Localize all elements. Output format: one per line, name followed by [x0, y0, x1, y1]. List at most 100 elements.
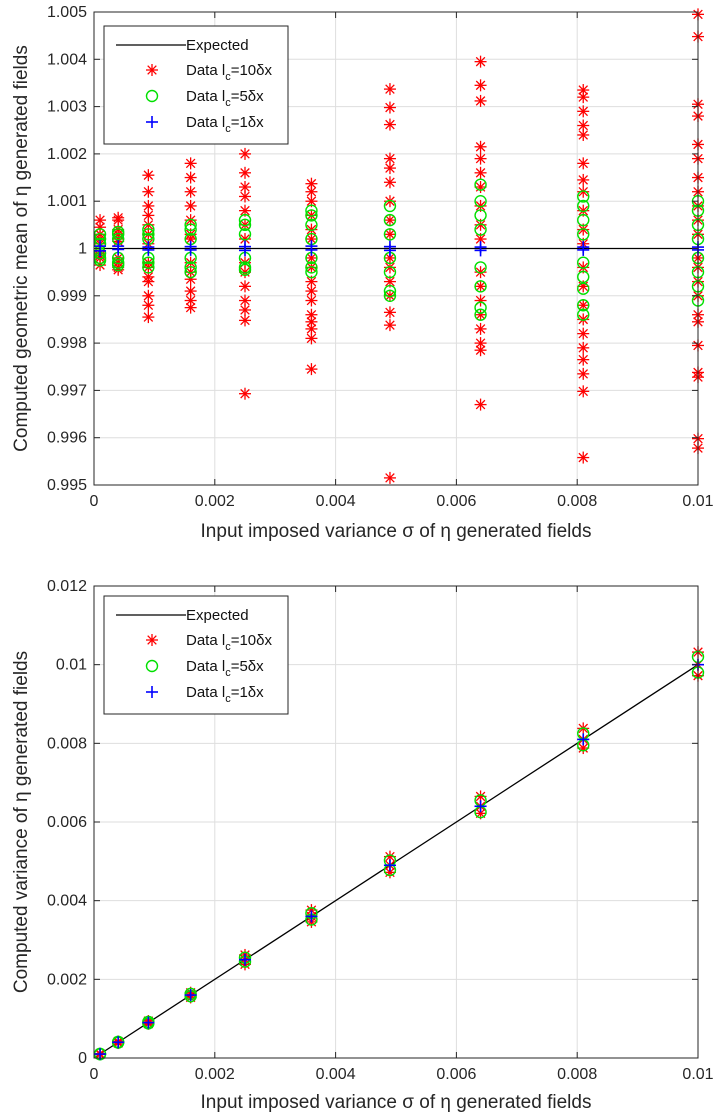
- data-point: [184, 157, 197, 170]
- data-point: [474, 301, 487, 314]
- x-tick-label: 0.008: [557, 1066, 597, 1083]
- y-tick-label: 1.001: [47, 193, 87, 210]
- data-point: [577, 185, 590, 198]
- data-point: [577, 199, 590, 213]
- legend-label-main: Data l: [186, 114, 225, 131]
- data-point: [577, 105, 590, 118]
- data-point: [142, 1016, 155, 1029]
- legend-box: [103, 25, 289, 145]
- x-tick-label: 0.008: [557, 493, 597, 510]
- legend-box: [103, 595, 289, 715]
- data-point: [577, 157, 590, 170]
- legend-marker-circle: [145, 659, 159, 673]
- legend-label-series: Data lc=5δx: [186, 88, 264, 109]
- data-point: [142, 256, 155, 269]
- data-point: [577, 733, 590, 746]
- x-tick-label: 0.006: [436, 1066, 476, 1083]
- y-axis-label: Computed geometric mean of η generated f…: [11, 45, 32, 452]
- data-point: [383, 195, 396, 208]
- data-point: [305, 294, 318, 307]
- y-tick-label: 0.998: [47, 335, 87, 352]
- data-point: [305, 332, 318, 345]
- legend-label-series: Data lc=10δx: [186, 632, 272, 653]
- data-point: [474, 398, 487, 411]
- data-point: [474, 800, 487, 813]
- data-point: [238, 228, 252, 241]
- data-point: [383, 176, 396, 189]
- data-point: [184, 199, 197, 212]
- data-point: [383, 244, 396, 257]
- x-axis-label: Input imposed variance σ of η generated …: [201, 521, 592, 542]
- data-point: [474, 178, 487, 191]
- data-point: [383, 471, 396, 484]
- data-point: [305, 315, 318, 328]
- y-axis-label: Computed variance of η generated fields: [11, 651, 32, 993]
- data-point: [239, 244, 251, 257]
- data-point: [184, 265, 197, 279]
- data-point: [383, 265, 397, 279]
- legend-marker-plus: [146, 116, 158, 128]
- data-point: [383, 214, 396, 227]
- data-point: [112, 211, 125, 224]
- legend-marker-circle: [145, 89, 159, 103]
- x-tick-label: 0.01: [682, 493, 713, 510]
- data-point: [239, 204, 251, 217]
- data-point: [474, 266, 487, 279]
- data-point: [577, 228, 590, 241]
- data-point: [142, 228, 155, 241]
- data-point: [383, 319, 396, 332]
- data-point: [577, 327, 590, 340]
- legend-label-main: Data l: [186, 88, 225, 105]
- data-point: [383, 83, 396, 96]
- data-point: [474, 322, 487, 335]
- legend-label-sub: c: [225, 693, 231, 705]
- legend-label-sub: c: [225, 667, 231, 679]
- data-point: [474, 166, 487, 179]
- y-tick-label: 0.006: [47, 814, 87, 831]
- data-point: [474, 79, 487, 92]
- data-point: [142, 311, 155, 324]
- x-tick-label: 0.002: [195, 493, 235, 510]
- x-tick-label: 0.01: [682, 1066, 713, 1083]
- legend-label-series: Data lc=1δx: [186, 684, 264, 705]
- data-point: [474, 209, 487, 222]
- data-point: [94, 214, 107, 227]
- data-point: [383, 228, 396, 241]
- legend-label-main: Data l: [186, 632, 225, 649]
- data-point: [305, 209, 318, 222]
- data-point: [474, 280, 487, 293]
- x-tick-label: 0: [90, 493, 99, 510]
- data-point: [184, 989, 197, 1002]
- data-point: [577, 299, 590, 312]
- data-point: [238, 218, 252, 232]
- x-tick-label: 0.004: [316, 1066, 356, 1083]
- data-point: [142, 223, 155, 236]
- data-point: [577, 341, 590, 354]
- legend-label-rest: =10δx: [231, 62, 273, 79]
- data-point: [305, 243, 318, 256]
- legend-marker-plus: [146, 686, 158, 698]
- legend-label-expected: Expected: [186, 37, 249, 54]
- data-point: [577, 270, 590, 284]
- data-point: [474, 152, 487, 165]
- data-point: [184, 171, 197, 184]
- data-point: [239, 387, 251, 400]
- data-point: [93, 228, 107, 241]
- legend-label-series: Data lc=1δx: [186, 114, 264, 135]
- series-plus: [94, 240, 704, 257]
- data-point: [474, 308, 487, 321]
- y-tick-label: 1: [78, 241, 87, 258]
- data-point: [239, 303, 251, 316]
- legend-label-expected: Expected: [186, 607, 249, 624]
- data-point: [577, 308, 590, 321]
- data-point: [112, 1036, 125, 1049]
- y-tick-label: 0.008: [47, 735, 87, 752]
- data-point: [474, 140, 487, 153]
- data-point: [94, 244, 107, 257]
- data-point: [474, 261, 487, 274]
- data-point: [383, 289, 397, 302]
- data-point: [184, 261, 197, 274]
- y-tick-label: 0: [78, 1050, 87, 1067]
